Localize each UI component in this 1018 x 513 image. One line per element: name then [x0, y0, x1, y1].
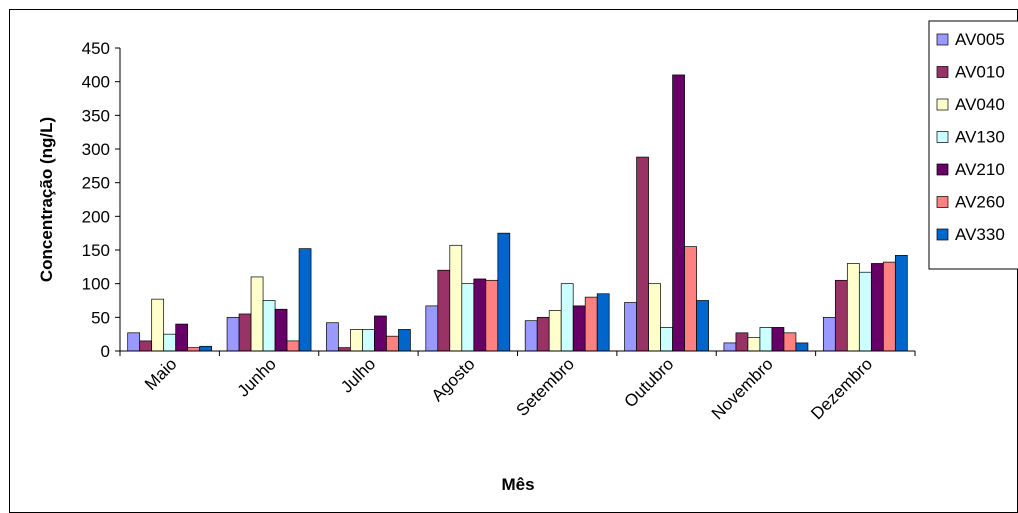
bar-av130-outubro [660, 327, 673, 352]
legend-label-av005: AV005 [955, 30, 1005, 49]
bar-av260-outubro [684, 246, 697, 352]
legend-swatch-av330 [936, 228, 949, 241]
bar-av130-agosto [461, 283, 475, 352]
bar-av330-maio [199, 345, 213, 352]
legend-swatch-av260 [936, 196, 949, 208]
y-tick-label: 50 [91, 308, 110, 327]
legend-label-av010: AV010 [955, 63, 1005, 82]
axes: 0 50 100 150 200 250 300 350 400 450 Maio Junho Julh… [82, 39, 916, 423]
bar-av040-junho [250, 276, 264, 352]
bar-av010-junho [238, 313, 252, 352]
y-tick-label: 0 [101, 342, 110, 361]
bar-av330-agosto [497, 232, 511, 352]
x-tick-label: Dezembro [807, 354, 876, 423]
bar-av210-dezembro [870, 263, 884, 352]
x-tick-label: Novembro [708, 354, 777, 423]
bar-av010-julho [338, 347, 351, 352]
bar-av005-novembro [723, 342, 737, 352]
bar-av330-junho [298, 248, 312, 352]
bar-av330-setembro [596, 293, 610, 352]
legend-label-av330: AV330 [955, 225, 1005, 244]
bar-av040-setembro [548, 310, 562, 352]
bar-av260-agosto [485, 279, 499, 352]
y-tick-label: 200 [82, 207, 110, 226]
legend-label-av040: AV040 [955, 95, 1005, 114]
bar-av010-outubro [636, 156, 649, 352]
bar-av210-agosto [473, 278, 487, 352]
x-tick-label: Agosto [428, 354, 479, 405]
x-tick-label: Maio [141, 354, 180, 393]
plot-area [127, 74, 908, 352]
bar-av010-dezembro [834, 279, 848, 352]
bar-av130-novembro [759, 327, 773, 352]
bar-av330-dezembro [894, 255, 908, 352]
y-tick-label: 300 [82, 140, 110, 159]
bar-av260-setembro [584, 296, 598, 352]
bar-av040-outubro [648, 283, 661, 352]
bar-av005-julho [326, 322, 339, 352]
y-tick-label: 150 [82, 241, 110, 260]
bar-av010-setembro [536, 316, 550, 352]
bar-av210-outubro [672, 74, 685, 352]
bar-av005-dezembro [822, 316, 836, 352]
x-tick-label: Junho [234, 354, 280, 400]
bar-av130-maio [163, 333, 177, 352]
bar-av040-julho [350, 329, 363, 352]
bar-av260-novembro [783, 332, 797, 352]
bar-av005-outubro [624, 302, 637, 352]
legend-label-av260: AV260 [955, 193, 1005, 212]
legend-swatch-av210 [936, 163, 949, 176]
x-tick-label: Julho [337, 354, 379, 396]
bar-av040-novembro [747, 337, 761, 352]
legend-label-av210: AV210 [955, 160, 1005, 179]
bar-av130-setembro [560, 283, 574, 352]
y-tick-label: 100 [82, 275, 110, 294]
bar-av010-agosto [437, 269, 451, 352]
bar-av260-julho [386, 335, 399, 352]
bar-av130-junho [262, 300, 276, 352]
bar-av330-outubro [696, 300, 709, 352]
bar-av260-junho [286, 340, 300, 352]
bar-av010-novembro [735, 332, 749, 352]
legend-box [928, 20, 1018, 270]
bar-av210-julho [374, 315, 387, 352]
x-tick-label: Outubro [621, 354, 678, 411]
y-tick-label: 350 [82, 106, 110, 125]
bar-av005-agosto [425, 305, 439, 352]
x-axis-title: Mês [501, 475, 534, 494]
bar-av210-setembro [572, 305, 586, 352]
legend-swatch-av040 [936, 98, 949, 111]
bar-av010-maio [139, 340, 153, 352]
bar-av005-maio [127, 332, 141, 352]
legend-swatch-av130 [936, 131, 949, 143]
bar-av040-agosto [449, 244, 463, 352]
bar-av330-novembro [795, 342, 809, 352]
legend-label-av130: AV130 [955, 128, 1005, 147]
bar-av210-maio [175, 323, 189, 352]
legend-swatch-av010 [936, 66, 949, 78]
bar-av330-julho [398, 329, 411, 352]
bar-av210-novembro [771, 327, 785, 352]
bar-av005-junho [226, 316, 240, 352]
bar-av260-dezembro [882, 261, 896, 352]
bar-av130-julho [362, 329, 375, 352]
y-axis-title: Concentração (ng/L) [37, 117, 56, 282]
bar-av130-dezembro [858, 271, 872, 352]
bar-av210-junho [274, 308, 288, 352]
bar-av040-maio [151, 298, 165, 352]
legend: AV005 AV010 AV040 AV130 AV210 AV260 AV330 [928, 20, 1018, 270]
bar-av260-maio [187, 347, 201, 352]
x-tick-label: Setembro [512, 354, 578, 420]
legend-swatch-av005 [936, 33, 949, 46]
y-tick-label: 250 [82, 174, 110, 193]
bar-av005-setembro [524, 320, 538, 352]
bar-av040-dezembro [846, 263, 860, 352]
y-tick-label: 400 [82, 73, 110, 92]
chart-frame [9, 9, 1018, 513]
y-tick-label: 450 [82, 39, 110, 58]
